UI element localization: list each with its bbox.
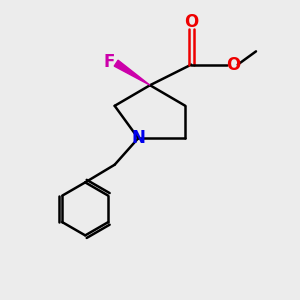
Text: N: N xyxy=(131,129,145,147)
Polygon shape xyxy=(114,60,150,85)
Text: O: O xyxy=(226,56,240,74)
Text: F: F xyxy=(103,53,115,71)
Text: O: O xyxy=(184,13,198,31)
